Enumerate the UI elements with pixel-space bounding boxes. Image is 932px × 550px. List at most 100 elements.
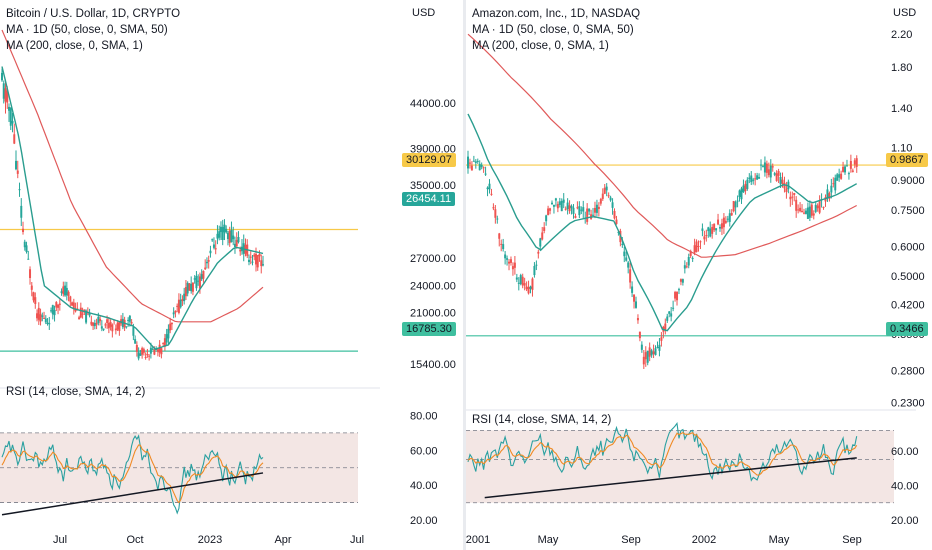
candle-body (728, 213, 731, 222)
candle-body (785, 188, 788, 192)
candle-body (211, 239, 214, 241)
candle-body (95, 322, 98, 325)
candle-body (197, 280, 200, 282)
ma200-line (467, 33, 857, 258)
amazon-chart-canvas[interactable]: 2.20 1.80 1.40 1.10 0.9000 0.7500 0.6000 0.5000… (466, 0, 932, 550)
pane-divider[interactable] (463, 0, 466, 550)
candle-body (172, 312, 175, 315)
candle-body (705, 235, 708, 237)
candle-body (8, 106, 11, 111)
candle-body (27, 258, 30, 260)
rsi-trendline (484, 457, 857, 499)
candle-body (773, 173, 776, 175)
candle-body (11, 120, 14, 124)
candle-body (703, 236, 706, 240)
candle-body (822, 206, 825, 208)
candle-body (791, 196, 794, 198)
candle-body (156, 349, 159, 352)
rsi-axis-label: 60.00 (410, 445, 438, 457)
candle-body (695, 241, 698, 252)
candle-body (232, 235, 235, 240)
candle-body (552, 204, 555, 207)
bitcoin-legend: Bitcoin / U.S. Dollar, 1D, CRYPTO MA · 1… (6, 6, 180, 54)
candle-body (849, 160, 852, 169)
candle-body (139, 353, 142, 356)
currency-label: USD (893, 7, 916, 19)
candle-body (607, 195, 610, 197)
candle-body (228, 230, 231, 244)
candle-body (586, 208, 589, 222)
candle-body (570, 205, 573, 209)
candle-body (738, 190, 741, 198)
candle-body (233, 243, 236, 248)
candle-body (808, 206, 811, 218)
candle-body (118, 321, 121, 331)
candle-body (470, 165, 473, 171)
candle-body (855, 158, 858, 167)
candle-body (135, 344, 138, 352)
candle-body (547, 208, 550, 216)
candle-body (660, 337, 663, 341)
candle-body (504, 254, 507, 259)
candle-body (2, 83, 5, 99)
candle-body (502, 244, 505, 250)
candle-body (254, 253, 257, 265)
bitcoin-chart-canvas[interactable]: 44000.00 39000.00 35000.00 27000.00 24000.00… (0, 0, 463, 550)
candle-body (668, 311, 671, 314)
candle-body (644, 352, 647, 360)
candle-body (818, 200, 821, 213)
candle-body (568, 205, 571, 212)
candle-body (734, 201, 737, 208)
price-axis-label: 44000.00 (410, 98, 456, 110)
rsi-axis-label: 60.00 (891, 446, 919, 458)
candle-body (664, 323, 667, 331)
candle-body (262, 264, 264, 266)
candle-body (492, 207, 495, 209)
candle-body (754, 178, 757, 180)
price-axis-label: 0.4200 (891, 299, 925, 311)
candle-body (633, 294, 636, 302)
time-axis-label: Sep (842, 534, 862, 546)
candle-body (724, 220, 727, 223)
candle-body (517, 282, 520, 284)
candle-body (251, 261, 254, 263)
candle-body (188, 283, 191, 291)
candle-body (78, 317, 81, 320)
amazon-chart-pane[interactable]: Amazon.com, Inc., 1D, NASDAQ MA · 1D (50… (466, 0, 932, 550)
candle-body (656, 346, 659, 348)
price-axis-label: 0.7500 (891, 205, 925, 217)
candle-body (488, 183, 491, 190)
candle-body (202, 270, 205, 279)
candle-body (558, 201, 561, 205)
rsi-axis-label: 80.00 (410, 410, 438, 422)
candle-body (218, 231, 221, 238)
bitcoin-chart-pane[interactable]: Bitcoin / U.S. Dollar, 1D, CRYPTO MA · 1… (0, 0, 463, 550)
price-axis-label: 0.9000 (891, 175, 925, 187)
candle-body (701, 228, 704, 231)
price-axis-label: 0.5000 (891, 271, 925, 283)
candle-body (642, 356, 645, 365)
candle-body (648, 347, 651, 357)
candle-body (179, 299, 182, 308)
candle-body (76, 308, 79, 310)
candle-body (576, 207, 579, 209)
candle-body (783, 182, 786, 189)
candle-body (496, 218, 499, 220)
time-axis-label: Apr (274, 534, 291, 546)
candle-body (65, 287, 68, 296)
candle-body (609, 197, 612, 201)
candle-body (623, 251, 626, 257)
candle-body (531, 278, 534, 290)
candle-body (198, 276, 201, 289)
candle-body (765, 163, 768, 173)
candle-body (627, 262, 630, 268)
candle-body (480, 164, 483, 168)
candle-body (775, 173, 778, 181)
candle-body (249, 256, 252, 258)
rsi-band (466, 430, 894, 503)
candle-body (230, 230, 233, 243)
candle-body (494, 209, 497, 218)
candle-body (144, 356, 147, 358)
candle-body (779, 176, 782, 185)
candle-body (127, 319, 130, 321)
